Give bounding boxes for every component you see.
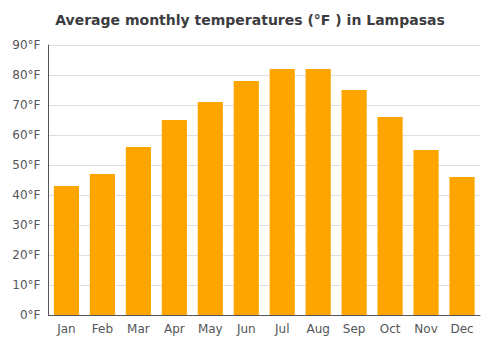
svg-text:Jan: Jan [56, 322, 76, 336]
svg-text:70°F: 70°F [12, 98, 40, 112]
svg-text:May: May [198, 322, 223, 336]
svg-text:Aug: Aug [306, 322, 329, 336]
svg-text:Sep: Sep [343, 322, 366, 336]
svg-text:Mar: Mar [127, 322, 150, 336]
svg-text:40°F: 40°F [12, 188, 40, 202]
svg-text:10°F: 10°F [12, 278, 40, 292]
svg-text:Feb: Feb [92, 322, 113, 336]
svg-text:Oct: Oct [380, 322, 401, 336]
svg-text:0°F: 0°F [20, 308, 41, 322]
svg-text:50°F: 50°F [12, 158, 40, 172]
svg-text:80°F: 80°F [12, 68, 40, 82]
svg-text:Apr: Apr [164, 322, 185, 336]
svg-text:90°F: 90°F [12, 38, 40, 52]
svg-text:20°F: 20°F [12, 248, 40, 262]
svg-text:60°F: 60°F [12, 128, 40, 142]
svg-text:Jun: Jun [236, 322, 256, 336]
svg-text:Dec: Dec [450, 322, 473, 336]
svg-text:Average monthly temperatures (: Average monthly temperatures (°F ) in La… [55, 12, 445, 28]
svg-text:30°F: 30°F [12, 218, 40, 232]
svg-text:Jul: Jul [274, 322, 289, 336]
svg-text:Nov: Nov [414, 322, 437, 336]
